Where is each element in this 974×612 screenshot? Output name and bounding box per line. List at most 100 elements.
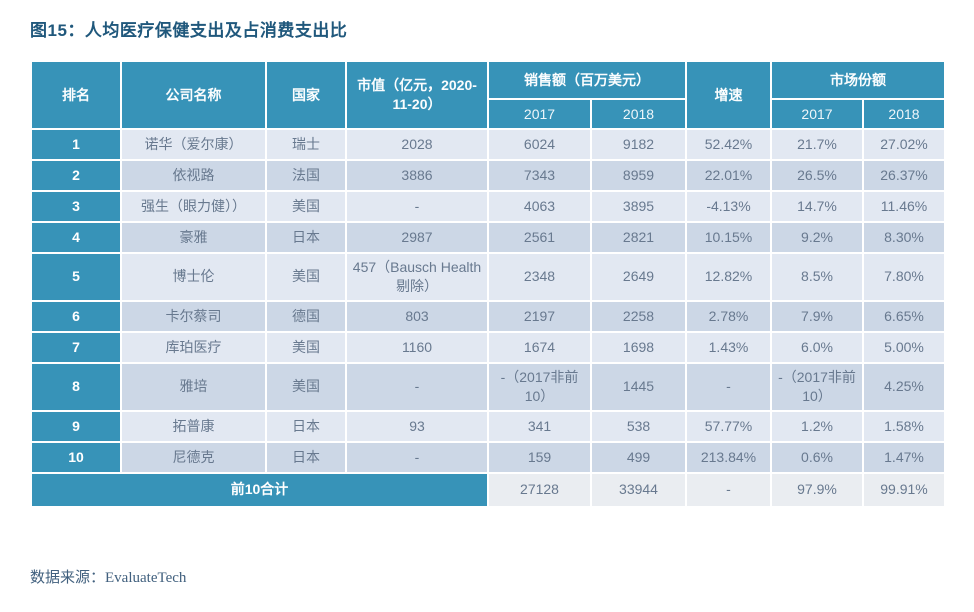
country-cell: 美国 bbox=[265, 252, 347, 302]
rank-cell: 4 bbox=[30, 221, 122, 254]
sales-2017-cell: 1674 bbox=[487, 330, 592, 364]
share-2017-cell: 1.2% bbox=[770, 409, 864, 443]
sales-2018-cell: 499 bbox=[590, 440, 687, 474]
sales-2018-cell: 8959 bbox=[590, 159, 687, 192]
share-2017-cell: 26.5% bbox=[770, 159, 864, 192]
data-table: 排名 公司名称 国家 市值（亿元，2020-11-20） 销售额（百万美元） 增… bbox=[30, 60, 946, 508]
share-2017-cell: 21.7% bbox=[770, 128, 864, 161]
sales-2018-cell: 2821 bbox=[590, 221, 687, 254]
rank-cell: 1 bbox=[30, 128, 122, 161]
sales-2017-cell: 341 bbox=[487, 409, 592, 443]
share-2018-cell: 7.80% bbox=[862, 252, 946, 302]
company-cell: 豪雅 bbox=[120, 221, 267, 254]
market-cap-cell: - bbox=[345, 190, 489, 223]
share-2017-cell: 14.7% bbox=[770, 190, 864, 223]
share-2018-cell: 4.25% bbox=[862, 361, 946, 412]
rank-cell: 9 bbox=[30, 409, 122, 443]
market-cap-cell: 2987 bbox=[345, 221, 489, 254]
total-sales-2018-cell: 33944 bbox=[590, 471, 687, 508]
market-cap-cell: 93 bbox=[345, 409, 489, 443]
country-cell: 日本 bbox=[265, 440, 347, 474]
sales-2017-cell: 7343 bbox=[487, 159, 592, 192]
sales-2018-cell: 1445 bbox=[590, 361, 687, 412]
col-header-growth: 增速 bbox=[685, 60, 772, 130]
rank-cell: 7 bbox=[30, 330, 122, 364]
growth-cell: 52.42% bbox=[685, 128, 772, 161]
table-row: 9 拓普康 日本 93 341 538 57.77% 1.2% 1.58% bbox=[30, 409, 946, 443]
market-cap-cell: 1160 bbox=[345, 330, 489, 364]
total-growth-cell: - bbox=[685, 471, 772, 508]
sales-2018-cell: 3895 bbox=[590, 190, 687, 223]
rank-cell: 10 bbox=[30, 440, 122, 474]
share-2017-cell: 0.6% bbox=[770, 440, 864, 474]
table-header: 排名 公司名称 国家 市值（亿元，2020-11-20） 销售额（百万美元） 增… bbox=[30, 60, 946, 130]
table-row: 1 诺华（爱尔康） 瑞士 2028 6024 9182 52.42% 21.7% 27.02% bbox=[30, 128, 946, 161]
sales-2018-cell: 9182 bbox=[590, 128, 687, 161]
share-2017-cell: 7.9% bbox=[770, 299, 864, 333]
company-cell: 拓普康 bbox=[120, 409, 267, 443]
sales-2017-cell: 2561 bbox=[487, 221, 592, 254]
data-table-container: 排名 公司名称 国家 市值（亿元，2020-11-20） 销售额（百万美元） 增… bbox=[30, 60, 946, 508]
sales-2017-cell: 2197 bbox=[487, 299, 592, 333]
company-cell: 强生（眼力健）） bbox=[120, 190, 267, 223]
company-cell: 雅培 bbox=[120, 361, 267, 412]
country-cell: 美国 bbox=[265, 330, 347, 364]
market-cap-cell: 2028 bbox=[345, 128, 489, 161]
table-row: 8 雅培 美国 - -（2017非前10） 1445- -（2017非前10） 4.25% bbox=[30, 361, 946, 412]
growth-cell: 12.82% bbox=[685, 252, 772, 302]
share-2018-cell: 26.37% bbox=[862, 159, 946, 192]
rank-cell: 6 bbox=[30, 299, 122, 333]
company-cell: 诺华（爱尔康） bbox=[120, 128, 267, 161]
share-2018-cell: 27.02% bbox=[862, 128, 946, 161]
market-cap-cell: 803 bbox=[345, 299, 489, 333]
growth-cell: 2.78% bbox=[685, 299, 772, 333]
growth-cell: 213.84% bbox=[685, 440, 772, 474]
sales-2017-cell: -（2017非前10） bbox=[487, 361, 592, 412]
total-label-cell: 前10合计 bbox=[30, 471, 489, 508]
table-row: 4 豪雅 日本 2987 2561 2821 10.15% 9.2% 8.30% bbox=[30, 221, 946, 254]
sales-2017-cell: 2348 bbox=[487, 252, 592, 302]
table-row: 2 依视路 法国 3886 7343 8959 22.01% 26.5% 26.37% bbox=[30, 159, 946, 192]
share-2018-cell: 8.30% bbox=[862, 221, 946, 254]
table-footer: 前10合计 27128 33944 - 97.9% 99.91% bbox=[30, 471, 946, 508]
col-header-market-cap: 市值（亿元，2020-11-20） bbox=[345, 60, 489, 130]
col-header-share-group: 市场份额 bbox=[770, 60, 946, 100]
country-cell: 瑞士 bbox=[265, 128, 347, 161]
country-cell: 美国 bbox=[265, 190, 347, 223]
rank-cell: 2 bbox=[30, 159, 122, 192]
col-header-share-2017: 2017 bbox=[770, 98, 864, 130]
market-cap-cell: 457（Bausch Health剔除） bbox=[345, 252, 489, 302]
share-2018-cell: 5.00% bbox=[862, 330, 946, 364]
sales-2017-cell: 6024 bbox=[487, 128, 592, 161]
growth-cell: 10.15% bbox=[685, 221, 772, 254]
col-header-country: 国家 bbox=[265, 60, 347, 130]
sales-2018-cell: 2258 bbox=[590, 299, 687, 333]
source-note: 数据来源：EvaluateTech bbox=[30, 570, 187, 586]
total-share-2017-cell: 97.9% bbox=[770, 471, 864, 508]
table-body: 1 诺华（爱尔康） 瑞士 2028 6024 9182 52.42% 21.7% 27.02% 2… bbox=[30, 128, 946, 474]
table-row: 6 卡尔蔡司 德国 803 2197 2258 2.78% 7.9% 6.65% bbox=[30, 299, 946, 333]
sales-2017-cell: 159 bbox=[487, 440, 592, 474]
market-cap-cell: - bbox=[345, 440, 489, 474]
page-title: 图15：人均医疗保健支出及占消费支出比 bbox=[30, 21, 348, 40]
col-header-sales-2017: 2017 bbox=[487, 98, 592, 130]
share-2018-cell: 6.65% bbox=[862, 299, 946, 333]
col-header-rank: 排名 bbox=[30, 60, 122, 130]
growth-cell: 57.77% bbox=[685, 409, 772, 443]
col-header-sales-2018: 2018 bbox=[590, 98, 687, 130]
total-share-2018-cell: 99.91% bbox=[862, 471, 946, 508]
share-2017-cell: 6.0% bbox=[770, 330, 864, 364]
growth-cell: 22.01% bbox=[685, 159, 772, 192]
country-cell: 美国 bbox=[265, 361, 347, 412]
growth-cell: - bbox=[685, 361, 772, 412]
sales-2018-cell: 2649 bbox=[590, 252, 687, 302]
table-row: 10 尼德克 日本 -159 499 213.84% 0.6% 1.47% bbox=[30, 440, 946, 474]
header-group-row: 排名 公司名称 国家 市值（亿元，2020-11-20） 销售额（百万美元） 增… bbox=[30, 60, 946, 130]
share-2017-cell: -（2017非前10） bbox=[770, 361, 864, 412]
table-row: 5 博士伦 美国 457（Bausch Health剔除） 2348 2649 12.82%… bbox=[30, 252, 946, 302]
col-header-sales-group: 销售额（百万美元） bbox=[487, 60, 687, 100]
country-cell: 日本 bbox=[265, 221, 347, 254]
header-year-row: 2017 2018 2017 2018 bbox=[31, 98, 946, 130]
growth-cell: -4.13% bbox=[685, 190, 772, 223]
table-row: 3 强生（眼力健）） 美国 -4063 3895 -4.13% 14.7% 11.46% bbox=[30, 190, 946, 223]
